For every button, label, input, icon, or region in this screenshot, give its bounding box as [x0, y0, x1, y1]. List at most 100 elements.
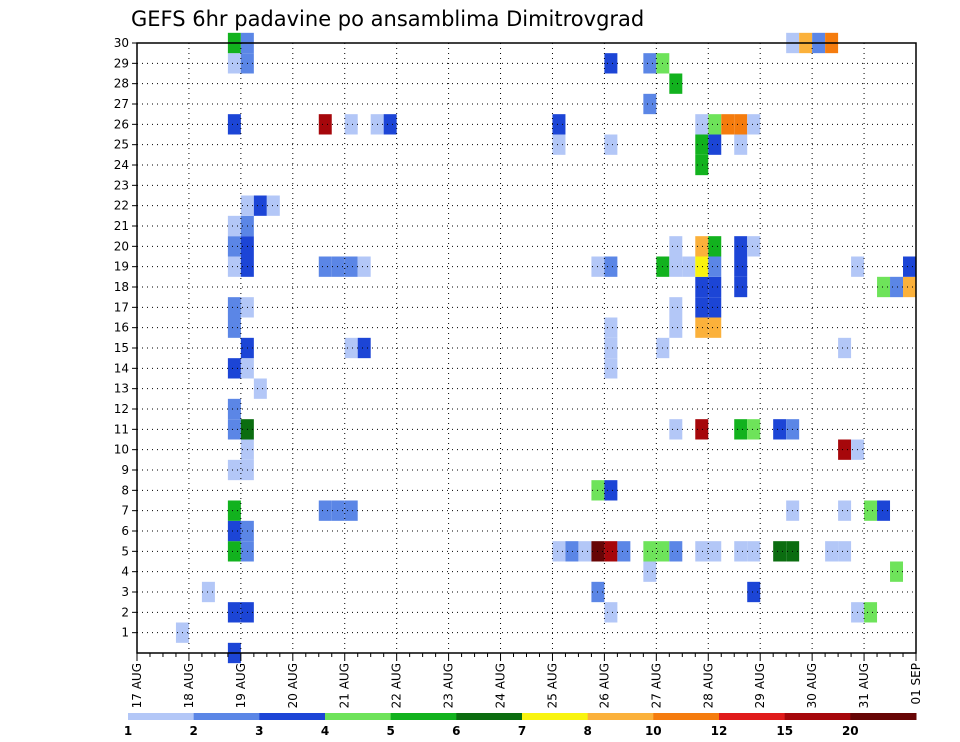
- precip-cell: [201, 581, 215, 603]
- precip-cell: [318, 500, 332, 521]
- y-tick-label: 28: [114, 77, 129, 91]
- precip-cell: [864, 602, 878, 623]
- y-tick-label: 3: [121, 585, 129, 599]
- y-tick-label: 29: [114, 56, 129, 70]
- y-tick-label: 24: [114, 158, 129, 172]
- precip-cell: [903, 276, 916, 298]
- chart-title: GEFS 6hr padavine po ansamblima Dimitrov…: [131, 7, 644, 31]
- x-axis: 17 AUG 18 AUG 19 AUG 20 AUG 21 AUG 22 AUG 23 A…: [130, 653, 923, 708]
- precip-cell: [708, 541, 722, 562]
- precip-cell: [227, 358, 241, 379]
- colorbar-label: 6: [452, 724, 460, 738]
- precip-cell: [734, 276, 748, 298]
- colorbar-label: 10: [645, 724, 662, 738]
- x-tick-label: 23 AUG: [442, 663, 456, 708]
- y-tick-label: 11: [114, 422, 129, 436]
- precip-cell: [643, 53, 657, 74]
- precip-cell: [253, 378, 267, 399]
- precip-cell: [695, 541, 709, 562]
- precip-cell: [695, 134, 709, 155]
- precip-cell: [747, 419, 761, 440]
- colorbar-label: 8: [584, 724, 592, 738]
- precip-cell: [734, 114, 748, 135]
- y-tick-label: 14: [114, 361, 129, 375]
- precip-cell: [890, 561, 904, 582]
- colorbar-swatch: [653, 713, 720, 720]
- x-tick-label: 21 AUG: [338, 663, 352, 708]
- x-tick-label: 01 SEP: [909, 663, 923, 705]
- precip-cell: [617, 541, 631, 562]
- precip-cell: [890, 276, 904, 298]
- precip-cell: [604, 480, 618, 501]
- precip-cell: [643, 541, 657, 562]
- precip-cell: [604, 53, 618, 74]
- precip-cell: [227, 256, 241, 277]
- colorbar-swatch: [128, 713, 195, 720]
- colorbar-label: 20: [842, 724, 859, 738]
- y-tick-label: 23: [114, 178, 129, 192]
- colorbar-label: 15: [776, 724, 793, 738]
- precip-cell: [708, 236, 722, 257]
- x-tick-label: 26 AUG: [597, 663, 611, 708]
- precip-cell: [266, 195, 280, 216]
- colorbar-swatch: [325, 713, 392, 720]
- precip-cell: [227, 520, 241, 542]
- precip-cell: [344, 256, 358, 277]
- precip-cell: [695, 419, 709, 440]
- x-tick-label: 31 AUG: [857, 663, 871, 708]
- precip-cell: [604, 256, 618, 277]
- x-tick-label: 19 AUG: [234, 663, 248, 708]
- precip-cell: [734, 541, 748, 562]
- colorbar-swatch: [850, 713, 917, 720]
- precip-cell: [734, 256, 748, 277]
- y-tick-label: 18: [114, 280, 129, 294]
- precip-cell: [227, 602, 241, 623]
- colorbar-label: 7: [518, 724, 526, 738]
- y-tick-label: 26: [114, 117, 129, 131]
- precip-cell: [227, 215, 241, 237]
- colorbar-label: 2: [190, 724, 198, 738]
- y-tick-label: 10: [114, 443, 129, 457]
- precip-cell: [604, 541, 618, 562]
- precip-cell: [695, 297, 709, 318]
- precip-cell: [669, 419, 683, 440]
- precip-cell: [864, 500, 878, 521]
- precipitation-cells: [175, 32, 916, 664]
- precip-cell: [383, 114, 397, 135]
- precip-cell: [708, 114, 722, 135]
- precip-cell: [318, 256, 332, 277]
- colorbar-swatch: [259, 713, 326, 720]
- colorbar-label: 12: [711, 724, 728, 738]
- y-tick-label: 16: [114, 321, 129, 335]
- colorbar-swatch: [390, 713, 457, 720]
- colorbar-swatch: [193, 713, 260, 720]
- x-tick-label: 24 AUG: [494, 663, 508, 708]
- y-tick-label: 4: [121, 565, 129, 579]
- precip-cell: [227, 114, 241, 135]
- colorbar-swatch: [456, 713, 523, 720]
- colorbar-label: 3: [255, 724, 263, 738]
- precip-cell: [227, 398, 241, 420]
- precip-cell: [695, 276, 709, 298]
- y-tick-label: 27: [114, 97, 129, 111]
- y-tick-label: 20: [114, 239, 129, 253]
- colorbar-label: 1: [124, 724, 132, 738]
- precip-cell: [253, 195, 267, 216]
- precip-cell: [331, 256, 345, 277]
- colorbar: 1 2 3 4 5 6 7 8 10 12 15 20: [124, 713, 917, 738]
- precip-cell: [227, 317, 241, 338]
- grid-lines: [136, 42, 917, 653]
- precip-cell: [357, 337, 371, 359]
- precip-cell: [227, 459, 241, 481]
- y-axis: 1234567891011121314151617181920212223242…: [114, 36, 137, 640]
- precip-cell: [578, 541, 592, 562]
- precip-cell: [604, 602, 618, 623]
- precip-cell: [695, 317, 709, 338]
- precip-cell: [227, 500, 241, 521]
- x-tick-label: 29 AUG: [753, 663, 767, 708]
- precip-cell: [708, 134, 722, 155]
- precip-cell: [838, 500, 852, 521]
- y-tick-label: 9: [121, 463, 129, 477]
- y-tick-label: 21: [114, 219, 129, 233]
- precip-cell: [747, 581, 761, 603]
